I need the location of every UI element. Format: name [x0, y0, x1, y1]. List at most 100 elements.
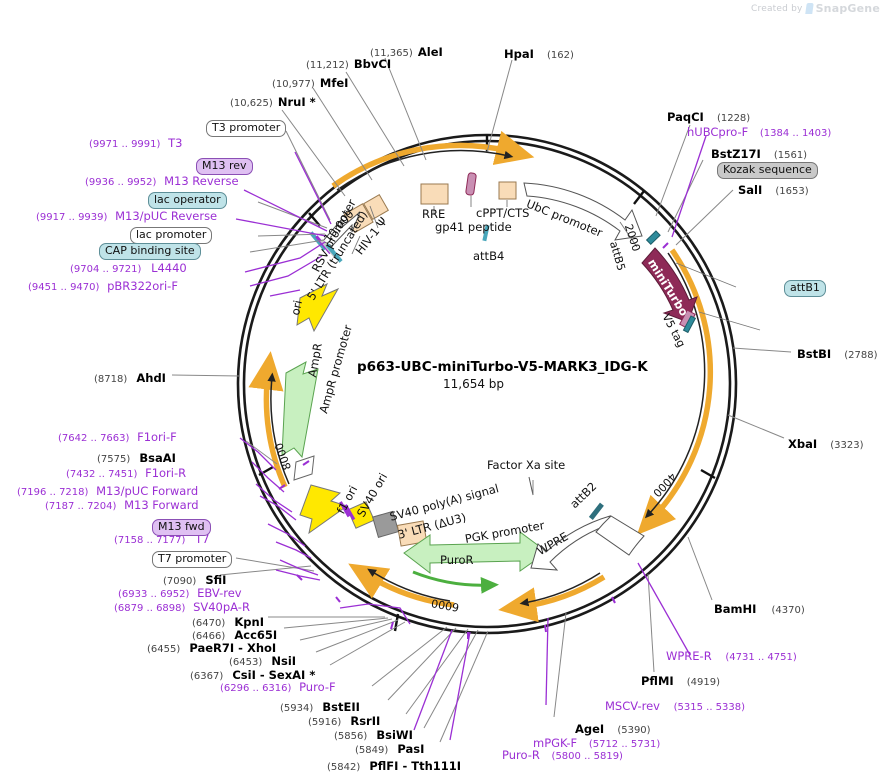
primer-pos: (7432 .. 7451): [66, 469, 138, 480]
primer-name: hUBCpro-F: [687, 125, 749, 139]
plasmid-length: 11,654 bp: [443, 377, 505, 391]
enzyme-label-paqci: PaqCI (1228): [667, 108, 750, 124]
primer-name: M13 Forward: [124, 498, 199, 512]
tag-lac-operator: lac operator: [148, 192, 227, 209]
enzyme-label-sali: SalI (1653): [738, 181, 809, 197]
enzyme-label-pflfi: (5842) PflFI - Tth111I: [327, 757, 461, 773]
enzyme-label-bstbi: BstBI (2788): [797, 345, 878, 361]
primer-pos: (6879 .. 6898): [114, 603, 186, 614]
enzyme-pos: (11,365): [370, 48, 413, 59]
orange-arc-outlines: [267, 149, 706, 607]
enzyme-pos: (5390): [617, 725, 651, 736]
primer-label-t7: (7158 .. 7177) T7: [114, 532, 210, 546]
enzyme-name: RsrII: [350, 714, 381, 728]
enzyme-pos: (10,977): [272, 79, 315, 90]
primer-label-l4440: (9704 .. 9721) L4440: [70, 261, 187, 275]
enzyme-pos: (1561): [773, 150, 808, 161]
enzyme-pos: (6453): [229, 657, 263, 668]
primer-label-f1ori-r: (7432 .. 7451) F1ori-R: [66, 467, 186, 480]
snapgene-watermark: Created by SnapGene: [751, 2, 880, 15]
tag-t7-promoter: T7 promoter: [152, 551, 233, 568]
enzyme-label-paer7i: (6455) PaeR7I - XhoI: [147, 639, 276, 655]
primer-name: T3: [168, 136, 183, 150]
primer-label-mpgk-f: mPGK-F (5712 .. 5731): [533, 736, 660, 750]
primer-pos: (1384 .. 1403): [759, 128, 832, 139]
enzyme-label-ahdi: (8718) AhdI: [94, 369, 166, 385]
primer-label-t3: (9971 .. 9991) T3: [89, 136, 183, 150]
primer-pos: (7196 .. 7218): [17, 487, 89, 498]
feature-cppt-cts: [498, 181, 517, 200]
enzyme-name: XbaI: [788, 437, 818, 451]
enzyme-name: BsaAI: [139, 451, 176, 465]
tag-kozak-sequence: Kozak sequence: [717, 162, 818, 179]
enzyme-name: PflFI - Tth111I: [369, 759, 462, 773]
enzyme-name: KpnI: [234, 615, 264, 629]
primer-pos: (9936 .. 9952): [85, 177, 157, 188]
primer-name: T7: [195, 532, 210, 546]
primer-name: pBR322ori-F: [107, 279, 178, 293]
feature-attb4: [482, 224, 490, 242]
primer-label-m13-reverse: (9936 .. 9952) M13 Reverse: [85, 175, 239, 188]
enzyme-name: BstBI: [797, 347, 832, 361]
enzyme-label-nsii: (6453) NsiI: [229, 652, 296, 668]
primer-label-pbr322ori-f: (9451 .. 9470) pBR322ori-F: [28, 279, 178, 293]
feature-ampr-promoter: [293, 455, 315, 481]
primer-pos: (9451 .. 9470): [28, 282, 100, 293]
feature-ubc-promoter: [523, 182, 643, 241]
enzyme-label-csii: (6367) CsiI - SexAI *: [190, 666, 315, 682]
feature-mcs-ticks-lower: [339, 501, 356, 521]
primer-name: mPGK-F: [533, 736, 578, 750]
enzyme-label-bsiwi: (5856) BsiWI: [334, 726, 413, 742]
factor-xa-leader: [528, 476, 534, 496]
primer-label-hubcpro-f: hUBCpro-F (1384 .. 1403): [687, 125, 832, 139]
primer-pos: (6296 .. 6316): [220, 683, 292, 694]
enzyme-label-bsaai: (7575) BsaAI: [97, 449, 176, 465]
enzyme-pos: (1228): [716, 113, 751, 124]
primer-label-puro-f: (6296 .. 6316) Puro-F: [220, 681, 336, 694]
feature-rsv-promoter: [322, 211, 361, 247]
feature-puror: [403, 531, 548, 575]
enzyme-pos: (10,625): [230, 98, 273, 109]
enzyme-pos: (4370): [771, 605, 805, 616]
enzyme-name: PaeR7I - XhoI: [189, 641, 277, 655]
tag-m13-rev: M13 rev: [196, 158, 253, 175]
feature-5ltr-box-b: [363, 194, 389, 220]
primer-label-sv40pa-r: (6879 .. 6898) SV40pA-R: [114, 601, 250, 614]
enzyme-name: CsiI - SexAI *: [232, 668, 316, 682]
enzyme-label-pflmi: PflMI (4919): [641, 672, 720, 688]
enzyme-label-hpai: HpaI (162): [504, 45, 574, 61]
enzyme-name: Acc65I: [234, 628, 278, 642]
enzyme-pos: (8718): [94, 374, 128, 385]
enzyme-pos: (5842): [327, 762, 361, 773]
enzyme-name: BsiWI: [376, 728, 413, 742]
primer-name: L4440: [151, 261, 187, 275]
enzyme-pos: (7575): [97, 454, 131, 465]
feature-rre: [420, 183, 449, 205]
primer-pos: (9704 .. 9721): [70, 264, 142, 275]
enzyme-label-xbai: XbaI (3323): [788, 435, 864, 451]
feature-v5-tag: [679, 309, 697, 334]
enzyme-label-pasi: (5849) PasI: [355, 740, 424, 756]
feature-wpre: [595, 515, 645, 556]
enzyme-label-nrui: (10,625) NruI *: [230, 93, 316, 109]
enzyme-name: BbvCI: [353, 57, 392, 71]
enzyme-name: PflMI: [641, 674, 674, 688]
primer-pos: (5315 .. 5338): [673, 702, 746, 713]
tag-m13-fwd: M13 fwd: [152, 519, 211, 536]
feature-attb5: [645, 230, 661, 246]
primer-pos: (7642 .. 7663): [58, 433, 130, 444]
enzyme-pos: (6470): [192, 618, 226, 629]
primer-label-puro-r: Puro-R (5800 .. 5819): [502, 749, 623, 762]
enzyme-name: BstEII: [322, 700, 360, 714]
enzyme-name: BstZ17I: [711, 147, 761, 161]
enzyme-name: SalI: [738, 183, 763, 197]
enzyme-pos: (5856): [334, 731, 368, 742]
primer-leader-lines: [235, 135, 707, 741]
primer-name: WPRE-R: [666, 649, 712, 663]
enzyme-name: NsiI: [271, 654, 297, 668]
enzyme-leader-lines: [171, 57, 792, 743]
enzyme-name: BamHI: [714, 602, 757, 616]
feature-label-gp41-peptide: gp41 peptide: [435, 220, 512, 234]
enzyme-pos: (11,212): [306, 60, 349, 71]
